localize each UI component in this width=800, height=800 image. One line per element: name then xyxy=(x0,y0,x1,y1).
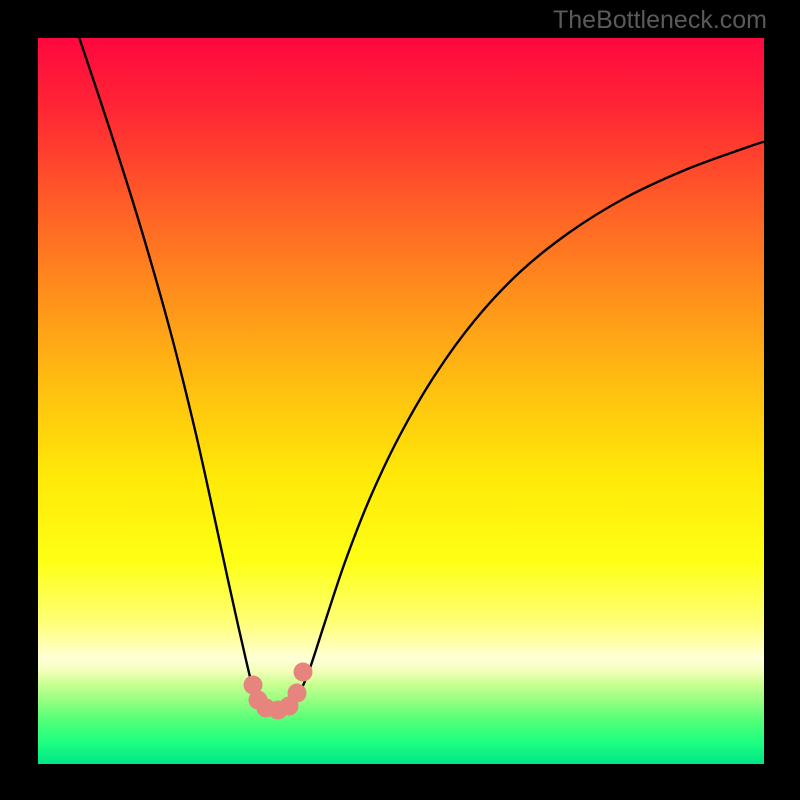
watermark-text: TheBottleneck.com xyxy=(553,6,767,35)
chart-svg xyxy=(38,38,764,764)
marker-group xyxy=(244,663,313,720)
plot-area xyxy=(38,38,764,764)
data-marker xyxy=(288,684,307,703)
bottleneck-curve xyxy=(78,38,763,705)
data-marker xyxy=(294,663,313,682)
